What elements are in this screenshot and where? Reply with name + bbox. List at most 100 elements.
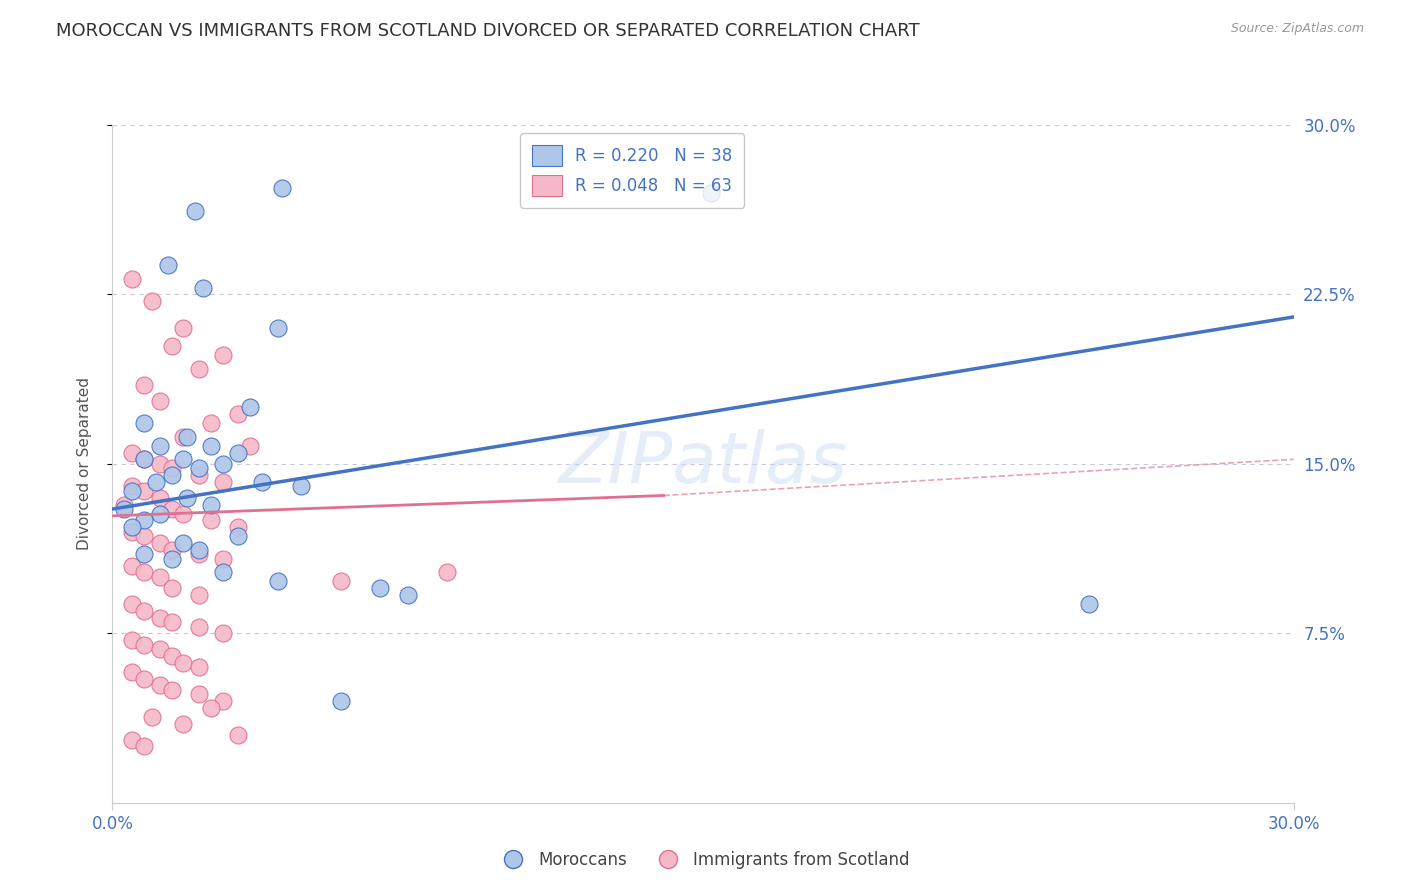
Point: [188, 619, 211, 633]
Point: [121, 665, 143, 679]
Point: [132, 672, 155, 686]
Point: [172, 321, 194, 335]
Point: [211, 475, 233, 489]
Point: [121, 271, 143, 285]
Point: [132, 513, 155, 527]
Point: [172, 452, 194, 467]
Text: Source: ZipAtlas.com: Source: ZipAtlas.com: [1230, 22, 1364, 36]
Point: [132, 377, 155, 392]
Point: [211, 694, 233, 708]
Point: [211, 457, 233, 471]
Point: [145, 475, 167, 489]
Point: [121, 558, 143, 573]
Point: [200, 439, 222, 453]
Point: [160, 682, 183, 697]
Point: [176, 491, 198, 505]
Point: [188, 660, 211, 674]
Point: [132, 547, 155, 561]
Point: [132, 638, 155, 652]
Point: [121, 633, 143, 648]
Point: [188, 547, 211, 561]
Point: [160, 468, 183, 483]
Point: [200, 701, 222, 715]
Point: [188, 542, 211, 557]
Point: [228, 529, 250, 543]
Point: [121, 445, 143, 459]
Point: [149, 536, 172, 550]
Point: [132, 483, 155, 498]
Point: [329, 574, 352, 589]
Point: [211, 626, 233, 640]
Point: [172, 656, 194, 670]
Point: [141, 294, 163, 309]
Point: [228, 728, 250, 742]
Point: [160, 339, 183, 353]
Point: [149, 393, 172, 408]
Point: [149, 507, 172, 521]
Point: [132, 452, 155, 467]
Point: [200, 513, 222, 527]
Point: [250, 475, 273, 489]
Point: [121, 597, 143, 611]
Point: [172, 430, 194, 444]
Y-axis label: Divorced or Separated: Divorced or Separated: [77, 377, 91, 550]
Point: [132, 566, 155, 580]
Point: [188, 687, 211, 701]
Point: [191, 280, 214, 294]
Point: [184, 203, 207, 218]
Point: [149, 570, 172, 584]
Point: [211, 551, 233, 566]
Point: [132, 604, 155, 618]
Point: [141, 710, 163, 724]
Point: [176, 430, 198, 444]
Point: [149, 610, 172, 624]
Point: [160, 615, 183, 629]
Point: [121, 479, 143, 493]
Point: [368, 581, 391, 595]
Point: [700, 186, 723, 200]
Point: [160, 581, 183, 595]
Point: [228, 520, 250, 534]
Point: [1077, 597, 1099, 611]
Point: [121, 520, 143, 534]
Point: [149, 491, 172, 505]
Legend: Moroccans, Immigrants from Scotland: Moroccans, Immigrants from Scotland: [489, 845, 917, 876]
Point: [132, 416, 155, 430]
Point: [188, 468, 211, 483]
Point: [436, 566, 458, 580]
Point: [188, 461, 211, 475]
Point: [267, 321, 290, 335]
Point: [149, 678, 172, 692]
Point: [160, 461, 183, 475]
Text: ZIPatlas: ZIPatlas: [558, 429, 848, 499]
Point: [239, 439, 262, 453]
Point: [267, 574, 290, 589]
Point: [172, 507, 194, 521]
Point: [132, 452, 155, 467]
Point: [396, 588, 419, 602]
Point: [172, 716, 194, 731]
Text: MOROCCAN VS IMMIGRANTS FROM SCOTLAND DIVORCED OR SEPARATED CORRELATION CHART: MOROCCAN VS IMMIGRANTS FROM SCOTLAND DIV…: [56, 22, 920, 40]
Point: [160, 502, 183, 516]
Point: [200, 498, 222, 512]
Point: [172, 536, 194, 550]
Point: [149, 439, 172, 453]
Point: [160, 648, 183, 663]
Point: [160, 551, 183, 566]
Point: [132, 529, 155, 543]
Point: [200, 416, 222, 430]
Point: [121, 524, 143, 539]
Point: [329, 694, 352, 708]
Point: [188, 362, 211, 376]
Point: [290, 479, 312, 493]
Point: [121, 483, 143, 498]
Point: [149, 457, 172, 471]
Point: [160, 542, 183, 557]
Point: [156, 258, 179, 272]
Point: [239, 401, 262, 415]
Point: [132, 739, 155, 754]
Point: [211, 348, 233, 362]
Point: [228, 445, 250, 459]
Point: [228, 407, 250, 421]
Point: [211, 566, 233, 580]
